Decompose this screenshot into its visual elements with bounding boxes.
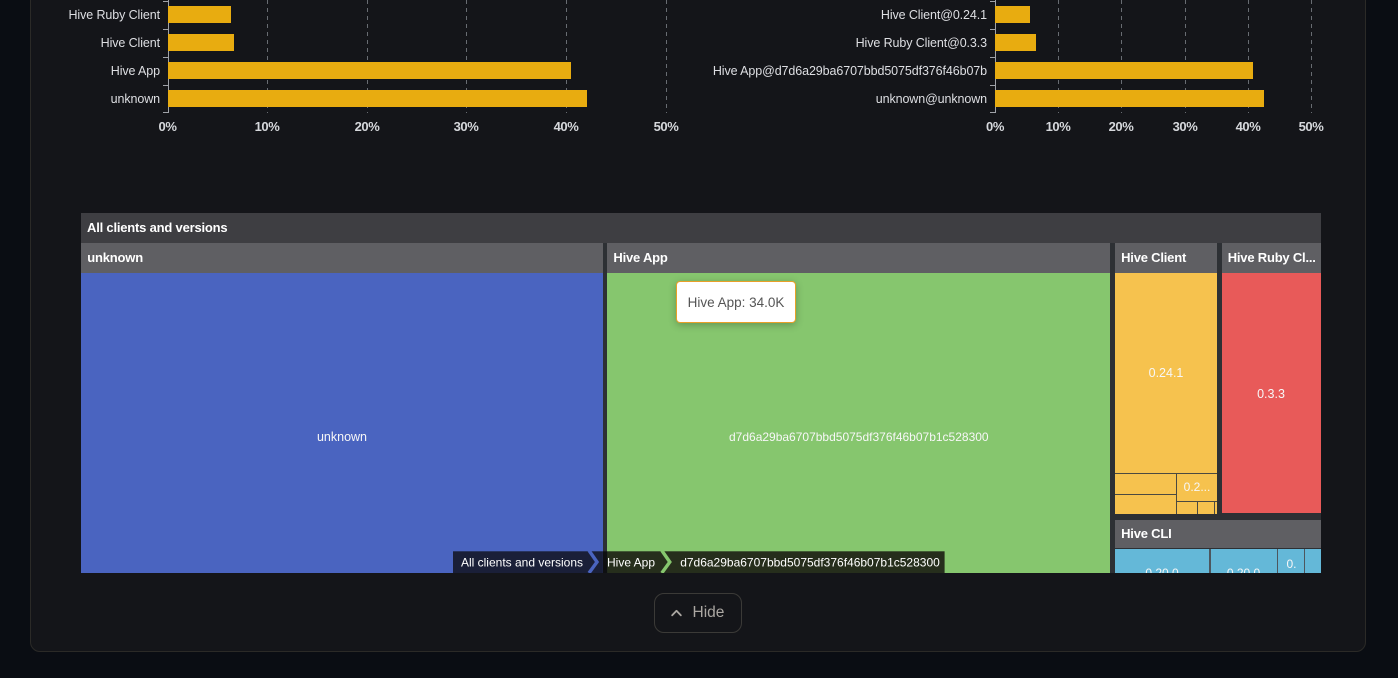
- svg-text:All clients and versions: All clients and versions: [461, 555, 583, 569]
- svg-text:d7d6a29ba6707bbd5075df376f46b0: d7d6a29ba6707bbd5075df376f46b07b1c528300: [680, 555, 940, 569]
- svg-text:Hive App: Hive App: [607, 555, 655, 569]
